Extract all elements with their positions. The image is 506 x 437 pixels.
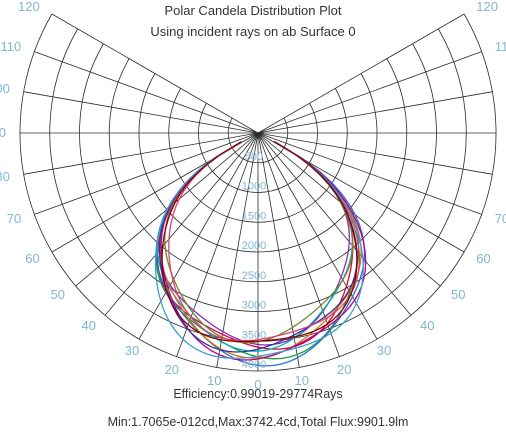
grid-spoke xyxy=(257,13,465,134)
angle-tick-label: 120 xyxy=(18,0,40,14)
angle-tick-label: 10 xyxy=(295,373,309,388)
grid-spoke xyxy=(34,132,259,215)
radial-tick-label: 3000 xyxy=(242,300,266,312)
grid-spoke xyxy=(51,13,259,134)
grid-spoke xyxy=(257,91,493,134)
angle-tick-label: 60 xyxy=(476,251,490,266)
angle-tick-label: 10 xyxy=(207,373,221,388)
radial-tick-label: 3500 xyxy=(242,329,266,341)
angle-tick-label: 70 xyxy=(495,211,506,226)
grid-spoke xyxy=(34,51,259,134)
radial-tick-label: 1500 xyxy=(242,210,266,222)
radial-tick-label: 2500 xyxy=(242,270,266,282)
angle-tick-label: 60 xyxy=(25,251,39,266)
flux-stats-readout: Min:1.7065e-012cd,Max:3742.4cd,Total Flu… xyxy=(108,415,409,429)
angle-tick-label: 100 xyxy=(0,81,10,96)
grid-spoke xyxy=(257,132,482,215)
angle-tick-label: 50 xyxy=(451,287,465,302)
angle-tick-label: 20 xyxy=(165,362,179,377)
grid-spoke xyxy=(257,132,378,340)
grid-ring xyxy=(19,13,497,372)
efficiency-readout: Efficiency:0.99019-29774Rays xyxy=(173,387,342,401)
grid-spoke xyxy=(257,51,482,134)
angle-tick-label: 80 xyxy=(0,169,10,184)
angle-tick-label: 70 xyxy=(7,211,21,226)
candela-curve xyxy=(161,141,358,343)
chart-subtitle: Using incident rays on ab Surface 0 xyxy=(150,24,355,39)
candela-curve xyxy=(168,140,361,342)
grid-spoke xyxy=(216,132,259,368)
angle-tick-label: 90 xyxy=(0,125,6,140)
radial-tick-label: 1000 xyxy=(242,181,266,193)
candela-curve xyxy=(160,141,367,361)
angle-tick-label: 40 xyxy=(82,318,96,333)
candela-curves xyxy=(154,140,367,367)
radial-tick-label: 2000 xyxy=(242,240,266,252)
grid-spoke xyxy=(138,132,259,340)
angle-tick-label: 110 xyxy=(0,39,21,54)
angle-tick-label: 20 xyxy=(337,362,351,377)
angle-tick-label: 50 xyxy=(50,287,64,302)
angle-tick-label: 40 xyxy=(420,318,434,333)
grid-spoke xyxy=(23,132,259,175)
angle-tick-labels: 0101020203030404050506060707080809090100… xyxy=(0,0,506,392)
angle-tick-label: 120 xyxy=(476,0,498,14)
chart-title: Polar Candela Distribution Plot xyxy=(164,3,341,18)
angle-tick-label: 110 xyxy=(495,39,506,54)
candela-curve xyxy=(164,140,354,344)
angle-tick-label: 30 xyxy=(377,343,391,358)
grid-spoke xyxy=(257,132,412,316)
candela-curve xyxy=(154,141,364,359)
radial-tick-label: 4000 xyxy=(242,359,266,371)
radial-tick-label: 500 xyxy=(245,151,263,163)
grid-spoke xyxy=(23,91,259,134)
angle-tick-label: 30 xyxy=(125,343,139,358)
radial-tick-labels: 500 1000 1500 2000 2500 3000 3500 4000 xyxy=(242,151,266,371)
grid-spoke xyxy=(257,132,300,368)
grid-spoke xyxy=(104,132,259,316)
angle-tick-label: 0 xyxy=(254,377,261,392)
grid-spoke xyxy=(257,132,493,175)
